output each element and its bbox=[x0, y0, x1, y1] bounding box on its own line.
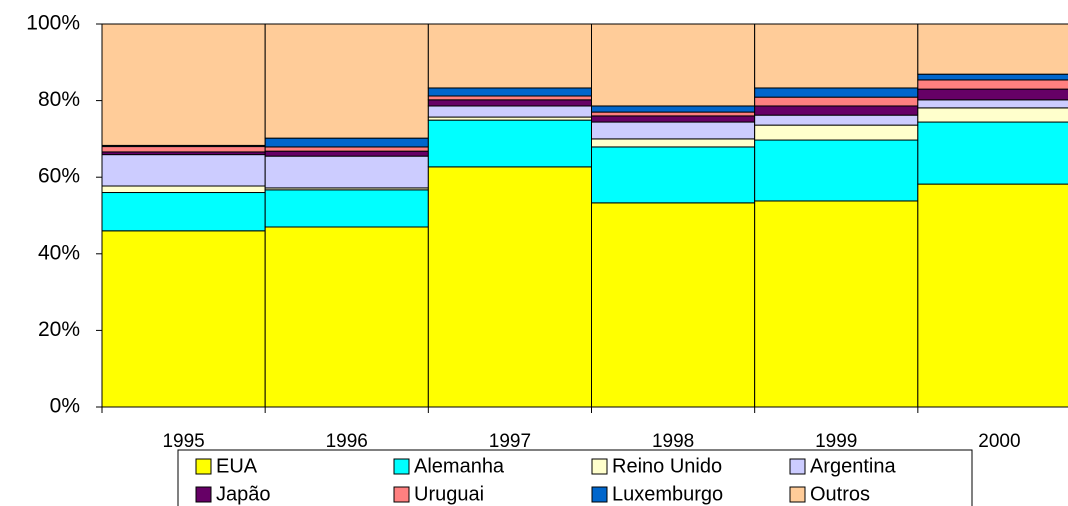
bar-segment bbox=[754, 114, 919, 126]
y-tick-label: 80% bbox=[38, 88, 80, 111]
bar-segment bbox=[591, 121, 756, 140]
bar-segment bbox=[264, 137, 429, 148]
legend-swatch bbox=[789, 486, 806, 503]
bar-segment bbox=[264, 189, 429, 228]
bar-segment bbox=[591, 23, 756, 107]
bar-segment bbox=[264, 150, 429, 157]
legend-label: Reino Unido bbox=[612, 455, 722, 477]
bar-segment bbox=[427, 95, 593, 101]
legend-swatch bbox=[195, 486, 212, 503]
legend-swatch bbox=[591, 486, 608, 503]
x-tick-label: 1996 bbox=[326, 431, 368, 452]
bar-segment bbox=[917, 99, 1068, 109]
bar-segment bbox=[427, 105, 593, 118]
bar-segment bbox=[264, 23, 429, 139]
bar-segment bbox=[917, 121, 1068, 185]
legend-swatch bbox=[393, 458, 410, 475]
bar-segment bbox=[264, 226, 429, 408]
x-tick-label: 1999 bbox=[815, 431, 857, 452]
bar-segment bbox=[427, 87, 593, 97]
bar-segment bbox=[917, 88, 1068, 101]
bar-segment bbox=[101, 23, 266, 146]
bar-segment bbox=[754, 124, 919, 141]
legend-label: Uruguai bbox=[414, 483, 484, 505]
bar-segment bbox=[917, 183, 1068, 408]
legend-label: EUA bbox=[216, 455, 258, 477]
legend-swatch bbox=[591, 458, 608, 475]
bar-segment bbox=[754, 200, 919, 408]
bar-segment bbox=[101, 154, 266, 187]
y-tick-label: 20% bbox=[38, 318, 80, 341]
bar-segment bbox=[101, 185, 266, 194]
y-tick-label: 0% bbox=[50, 395, 80, 418]
bar-segment bbox=[101, 146, 266, 153]
legend-label: Outros bbox=[810, 483, 870, 505]
bar-segment bbox=[591, 146, 756, 204]
x-tick-label: 1998 bbox=[652, 431, 694, 452]
bar-segment bbox=[754, 139, 919, 202]
legend-swatch bbox=[789, 458, 806, 475]
bar-segment bbox=[101, 230, 266, 408]
bar-segment bbox=[917, 107, 1068, 123]
bar-segment bbox=[754, 105, 919, 116]
bar-segment bbox=[917, 73, 1068, 81]
bar-segment bbox=[591, 105, 756, 113]
x-tick-label: 1995 bbox=[162, 431, 204, 452]
bar-segment bbox=[754, 23, 919, 89]
legend-label: Luxemburgo bbox=[612, 483, 723, 505]
legend-label: Argentina bbox=[810, 455, 896, 477]
y-tick-label: 40% bbox=[38, 241, 80, 264]
bar-segment bbox=[591, 138, 756, 148]
bar-segment bbox=[427, 23, 593, 89]
legend-label: Japão bbox=[216, 483, 271, 505]
bar-segment bbox=[101, 192, 266, 232]
bar-segment bbox=[264, 155, 429, 189]
legend-box bbox=[177, 449, 973, 506]
bar-segment bbox=[264, 146, 429, 152]
bar-segment bbox=[427, 99, 593, 107]
bar-segment bbox=[591, 111, 756, 117]
x-tick-label: 1997 bbox=[489, 431, 531, 452]
bar-segment bbox=[917, 79, 1068, 90]
legend-swatch bbox=[195, 458, 212, 475]
bar-segment bbox=[427, 119, 593, 168]
y-tick-label: 60% bbox=[38, 165, 80, 188]
x-tick-label: 2000 bbox=[978, 431, 1020, 452]
bar-segment bbox=[427, 166, 593, 408]
bar-segment bbox=[591, 202, 756, 408]
bar-segment bbox=[591, 115, 756, 123]
legend-label: Alemanha bbox=[414, 455, 505, 477]
bar-segment bbox=[917, 23, 1068, 75]
y-tick-label: 100% bbox=[26, 12, 80, 35]
legend-swatch bbox=[393, 486, 410, 503]
bar-segment bbox=[754, 96, 919, 107]
bar-segment bbox=[754, 87, 919, 98]
